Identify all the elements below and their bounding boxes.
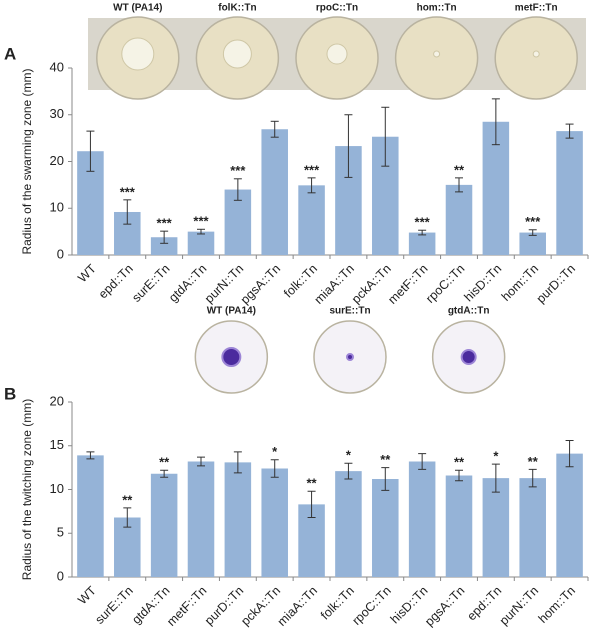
bar	[556, 131, 583, 255]
bar	[445, 184, 473, 255]
significance-label: ***	[304, 162, 320, 177]
bar	[77, 455, 104, 577]
significance-label: ***	[120, 184, 136, 199]
bar	[298, 185, 325, 255]
bar	[519, 478, 546, 577]
colony	[221, 347, 242, 367]
colony	[326, 43, 348, 65]
y-tick-label: 40	[50, 59, 64, 74]
bar	[372, 479, 399, 577]
x-tick-label: hom::Tn	[536, 584, 578, 626]
y-tick-label: 10	[50, 200, 64, 215]
x-tick-label: surE::Tn	[92, 584, 135, 627]
y-tick-label: 30	[50, 106, 64, 121]
y-tick-label: 15	[50, 437, 64, 452]
x-tick-label: pgsA::Tn	[422, 584, 467, 629]
y-tick-label: 10	[50, 481, 64, 496]
x-tick-label: rpoC::Tn	[423, 262, 467, 306]
significance-label: **	[528, 454, 539, 469]
bar	[335, 471, 362, 577]
plate	[494, 16, 578, 100]
x-tick-label: hisD::Tn	[461, 262, 504, 305]
bar	[224, 462, 252, 577]
plate-label: WT (PA14)	[207, 306, 256, 317]
bar	[408, 232, 436, 255]
colony	[460, 349, 477, 365]
significance-label: ***	[193, 214, 209, 229]
significance-label: **	[454, 162, 465, 177]
plate-label: metF::Tn	[515, 3, 558, 14]
significance-label: ***	[157, 216, 173, 231]
significance-label: *	[346, 448, 352, 463]
x-tick-label: rpoC::Tn	[349, 584, 393, 628]
x-tick-label: pgsA::Tn	[238, 262, 283, 307]
significance-label: **	[122, 492, 133, 507]
y-axis-label: Radius of the twitching zone (mm)	[20, 399, 34, 580]
y-tick-label: 5	[57, 525, 64, 540]
x-tick-label: WT	[75, 261, 99, 285]
y-axis-label: Radius of the swarming zone (mm)	[20, 68, 34, 254]
y-tick-label: 0	[57, 568, 64, 583]
significance-label: **	[159, 455, 170, 470]
bar	[261, 468, 288, 577]
significance-label: **	[307, 476, 318, 491]
x-tick-label: metF::Tn	[164, 584, 209, 629]
y-tick-label: 20	[50, 393, 64, 408]
x-tick-label: miaA::Tn	[312, 262, 357, 307]
plate-label: folK::Tn	[218, 3, 256, 14]
bar	[187, 231, 215, 255]
x-tick-label: metF::Tn	[385, 262, 430, 307]
plate-label: rpoC::Tn	[316, 3, 358, 14]
bar	[261, 129, 288, 255]
x-tick-label: purD::Tn	[202, 584, 246, 628]
panel-label: B	[4, 384, 16, 403]
significance-label: *	[272, 444, 278, 459]
bar	[150, 237, 178, 255]
x-tick-label: surE::Tn	[129, 262, 172, 305]
x-tick-label: miaA::Tn	[275, 584, 320, 629]
significance-label: **	[380, 452, 391, 467]
significance-label: ***	[230, 163, 246, 178]
x-tick-label: purN::Tn	[497, 584, 541, 628]
colony	[121, 37, 155, 71]
x-tick-label: gtdA::Tn	[166, 262, 209, 305]
colony	[222, 39, 252, 69]
significance-label: *	[493, 449, 499, 464]
panel-label: A	[4, 44, 16, 63]
significance-label: **	[454, 455, 465, 470]
bar	[445, 475, 473, 577]
plate-label: hom::Tn	[417, 3, 457, 14]
significance-label: ***	[525, 214, 541, 229]
bar	[482, 478, 510, 577]
colony	[346, 353, 354, 361]
plate	[394, 16, 479, 100]
colony	[532, 50, 540, 58]
x-tick-label: purD::Tn	[534, 262, 578, 306]
plate-label: surE::Tn	[329, 306, 370, 317]
x-tick-label: WT	[75, 583, 99, 607]
bar	[150, 473, 178, 577]
bar	[187, 461, 215, 577]
significance-label: ***	[415, 215, 431, 230]
bar	[519, 232, 546, 255]
colony	[433, 50, 441, 58]
bar	[556, 453, 583, 577]
plate-label: WT (PA14)	[113, 3, 162, 14]
y-tick-label: 0	[57, 246, 64, 261]
y-tick-label: 20	[50, 153, 64, 168]
plate-label: gtdA::Tn	[448, 306, 490, 317]
bar	[408, 461, 436, 577]
